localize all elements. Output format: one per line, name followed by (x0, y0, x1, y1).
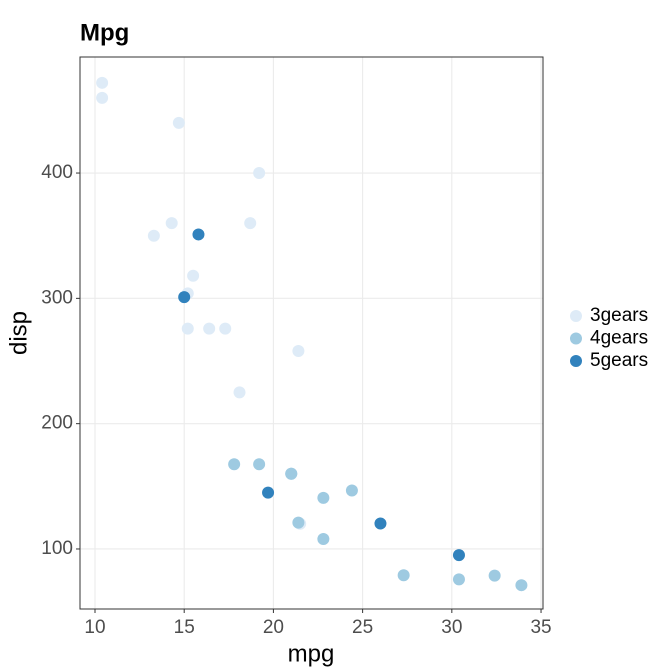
points (96, 76, 528, 592)
point (203, 322, 216, 335)
point (292, 344, 305, 357)
legend-marker (570, 355, 582, 367)
y-tick-label: 200 (41, 413, 73, 434)
x-tick-label: 20 (263, 617, 284, 638)
point (253, 167, 266, 180)
x-axis-label: mpg (288, 640, 335, 667)
legend-label: 4gears (590, 328, 648, 349)
y-tick-label: 100 (41, 538, 73, 559)
point (317, 532, 330, 545)
point (452, 549, 465, 562)
point (253, 458, 266, 471)
legend-label: 3gears (590, 305, 648, 326)
point (233, 386, 246, 399)
x-tick-label: 25 (352, 617, 373, 638)
y-axis-label: disp (5, 311, 32, 355)
point (374, 517, 387, 530)
point (452, 573, 465, 586)
x-tick-label: 15 (174, 617, 195, 638)
point (181, 322, 194, 335)
point (228, 458, 241, 471)
y-tick-label: 400 (41, 162, 73, 183)
legend-marker (570, 310, 582, 322)
chart-title: Mpg (80, 19, 129, 46)
x-tick-label: 35 (530, 617, 551, 638)
point (147, 229, 160, 242)
point (192, 228, 205, 241)
point (178, 291, 191, 304)
point (165, 217, 178, 230)
legend-marker (570, 332, 582, 345)
point (172, 116, 185, 129)
point (219, 322, 232, 335)
point (345, 484, 358, 497)
point (262, 486, 275, 499)
point (317, 491, 330, 504)
x-tick-label: 10 (84, 617, 105, 638)
legend-label: 5gears (590, 350, 648, 371)
point (96, 91, 109, 104)
point (187, 269, 200, 282)
point (488, 569, 501, 582)
point (397, 569, 410, 582)
x-tick-label: 30 (441, 617, 462, 638)
point (292, 516, 305, 529)
panel-border (79, 56, 544, 610)
point (515, 579, 528, 592)
point (244, 217, 257, 230)
point (285, 467, 298, 480)
y-tick-label: 300 (41, 287, 73, 308)
point (96, 76, 109, 89)
